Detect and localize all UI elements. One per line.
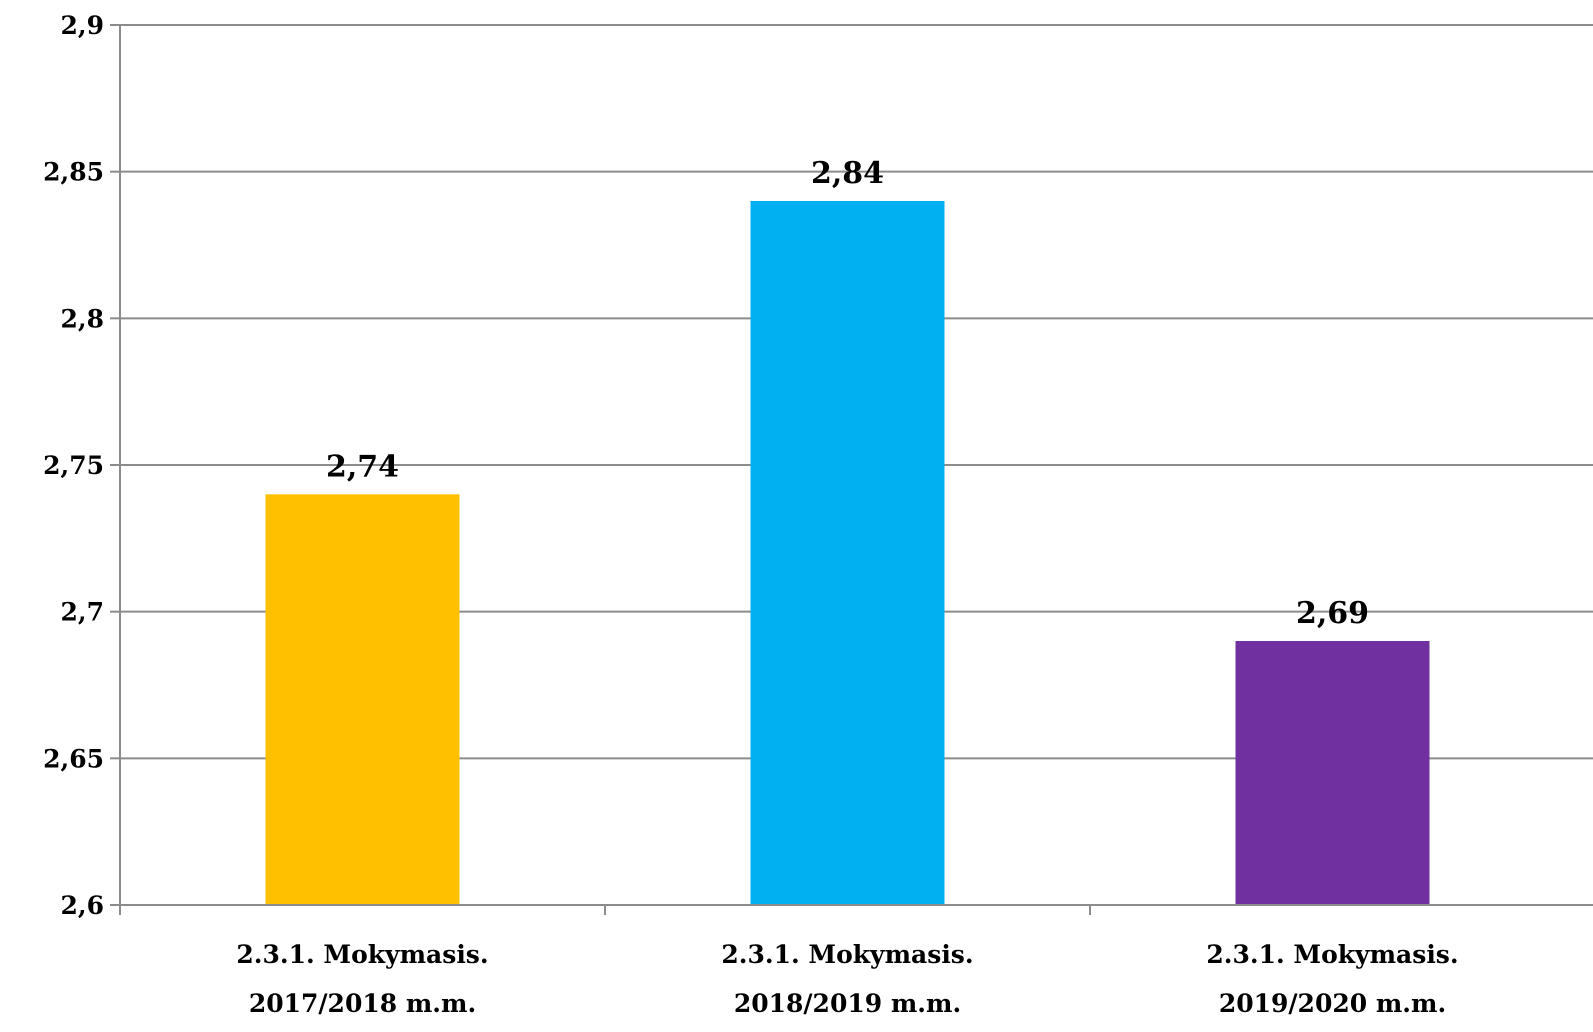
labels: 2,6 2,65 2,7 2,75 2,8 2,85 2,9 2,74 2.3.1. Mokym… xyxy=(43,11,1458,1018)
x-tick-label: 2019/2020 m.m. xyxy=(1219,989,1446,1018)
y-tick-label: 2,6 xyxy=(61,891,105,920)
bar xyxy=(750,201,945,905)
axes xyxy=(110,24,1593,915)
bars xyxy=(265,201,1430,905)
y-tick-label: 2,9 xyxy=(61,11,105,40)
x-tick-label: 2017/2018 m.m. xyxy=(249,989,476,1018)
bar xyxy=(1235,641,1430,905)
data-label: 2,69 xyxy=(1296,596,1369,631)
x-tick-label: 2.3.1. Mokymasis. xyxy=(721,940,973,969)
y-tick-label: 2,85 xyxy=(43,158,104,187)
x-tick-label: 2.3.1. Mokymasis. xyxy=(236,940,488,969)
y-tick-label: 2,7 xyxy=(61,598,105,627)
y-tick-label: 2,65 xyxy=(43,744,104,773)
x-tick-label: 2.3.1. Mokymasis. xyxy=(1206,940,1458,969)
bar xyxy=(265,494,460,905)
x-tick-label: 2018/2019 m.m. xyxy=(734,989,961,1018)
y-tick-label: 2,75 xyxy=(43,451,104,480)
y-tick-label: 2,8 xyxy=(61,304,105,333)
data-label: 2,84 xyxy=(811,156,884,191)
data-label: 2,74 xyxy=(326,449,399,484)
